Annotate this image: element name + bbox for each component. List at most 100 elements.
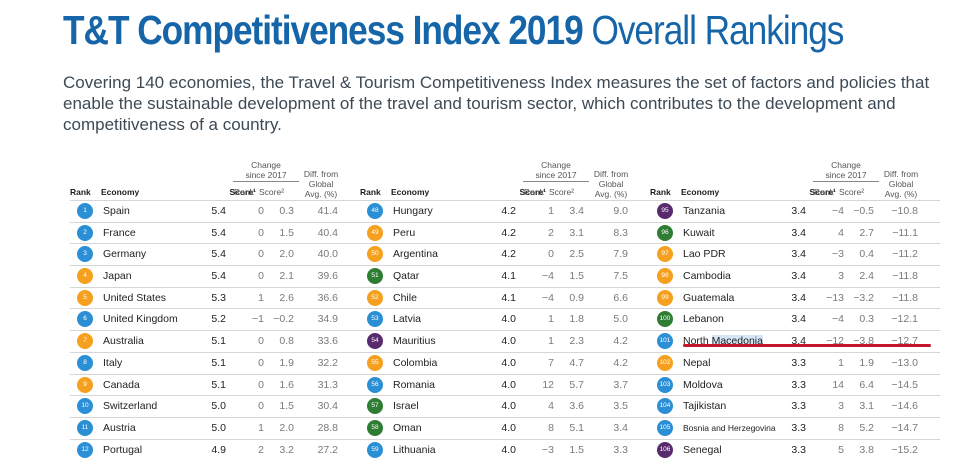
diff-value: 40.0 [317,248,338,261]
header-change: Change since 2017 [233,160,299,182]
title-light: Overall Rankings [591,7,844,53]
header-change-rank: Rank [814,187,834,197]
economy-name: Austria [103,421,136,434]
change-rank-value: −4 [542,291,554,304]
change-rank-value: 3 [838,270,844,283]
header-change-line1: Change [541,160,571,170]
rank-badge: 51 [367,268,383,285]
change-score-value: 1.9 [859,356,874,369]
change-rank-value: 1 [548,313,554,326]
diff-value: 32.2 [317,356,338,369]
economy-name: Moldova [683,378,723,391]
economy-name: Mauritius [393,335,436,348]
diff-value: 34.9 [317,313,338,326]
rank-badge: 102 [657,354,673,371]
economy-name: Lebanon [683,313,724,326]
change-score-value: 3.8 [859,443,874,456]
header-diff-line1: Diff. from [593,169,629,179]
header-diff-line1: Diff. from [303,169,339,179]
rank-badge: 106 [657,441,673,458]
score-value: 4.0 [501,378,516,391]
rank-badge: 1 [77,203,93,219]
table-row: 101 North Macedonia 3.4 −12 −3.8 −12.7 [650,330,940,352]
change-score-value: 3.2 [279,443,294,456]
change-score-value: 3.1 [569,226,584,239]
rank-badge: 99 [657,289,673,306]
header-change-line2: since 2017 [245,170,287,180]
table-row: 96 Kuwait 3.4 4 2.7 −11.1 [650,221,940,244]
header-diff: Diff. from Global Avg. (%) [298,169,344,199]
score-value: 5.4 [211,270,226,283]
header-diff-line3: Avg. (%) [884,189,918,199]
table-row: 8 Italy 5.1 0 1.9 32.2 [70,351,360,374]
score-value: 3.4 [791,313,806,326]
score-value: 4.2 [501,248,516,261]
change-score-value: 1.5 [279,400,294,413]
header-diff-line3: Avg. (%) [304,189,338,199]
score-value: 4.2 [501,205,516,217]
header-diff: Diff. from Global Avg. (%) [878,169,924,199]
change-score-value: 2.7 [859,226,874,239]
table-row: 97 Lao PDR 3.4 −3 0.4 −11.2 [650,243,940,265]
table-row: 49 Peru 4.2 2 3.1 8.3 [360,221,650,244]
table-row: 10 Switzerland 5.0 0 1.5 30.4 [70,395,360,417]
diff-value: 3.3 [613,443,628,456]
rank-badge: 59 [367,441,383,458]
change-rank-value: 2 [548,226,554,239]
score-value: 5.3 [211,291,226,304]
table-header: Rank Economy Score¹ Change since 2017 Rank Sco… [650,160,940,200]
table-row: 99 Guatemala 3.4 −13 −3.2 −11.8 [650,286,940,309]
score-value: 5.2 [211,313,226,326]
score-value: 4.9 [211,443,226,456]
annotation-underline [683,344,931,347]
change-rank-value: 0 [258,270,264,283]
economy-name: Guatemala [683,291,735,304]
score-value: 5.1 [211,335,226,348]
change-score-value: 2.0 [279,421,294,434]
change-rank-value: 0 [258,335,264,348]
score-value: 3.3 [791,378,806,391]
header-economy: Economy [101,187,140,197]
table-row: 51 Qatar 4.1 −4 1.5 7.5 [360,265,650,287]
title-bold: T&T Competitiveness Index 2019 [63,7,584,53]
diff-value: 7.5 [613,270,628,283]
rank-badge: 57 [367,398,383,415]
diff-value: 3.7 [613,378,628,391]
table-row: 104 Tajikistan 3.3 3 3.1 −14.6 [650,395,940,417]
economy-name: United Kingdom [103,313,178,326]
economy-name: Senegal [683,443,722,456]
header-economy: Economy [681,187,720,197]
rank-badge: 53 [367,311,383,328]
header-change-score: Score² [549,187,575,197]
change-rank-value: 0 [258,226,264,239]
header-change: Change since 2017 [813,160,879,182]
table-row: 50 Argentina 4.2 0 2.5 7.9 [360,243,650,265]
rank-badge: 96 [657,224,673,241]
economy-name: Oman [393,421,422,434]
diff-value: −14.7 [891,421,918,434]
diff-value: −13.0 [891,356,918,369]
diff-value: −15.2 [891,443,918,456]
change-rank-value: −4 [542,270,554,283]
change-rank-value: 4 [838,226,844,239]
economy-name: Lithuania [393,443,436,456]
economy-name: Colombia [393,356,438,369]
change-score-value: 6.4 [859,378,874,391]
diff-value: 41.4 [317,205,338,217]
economy-name: France [103,226,136,239]
rank-badge: 103 [657,376,673,393]
table-row: 106 Senegal 3.3 5 3.8 −15.2 [650,438,940,460]
rank-badge: 12 [77,441,93,458]
economy-name: Qatar [393,270,420,283]
change-score-value: 0.3 [279,205,294,217]
table-row: 48 Hungary 4.2 1 3.4 9.0 [360,200,650,222]
table-row: 54 Mauritius 4.0 1 2.3 4.2 [360,330,650,352]
economy-name: Canada [103,378,140,391]
change-rank-value: 3 [838,400,844,413]
table-row: 2 France 5.4 0 1.5 40.4 [70,221,360,244]
rank-badge: 56 [367,376,383,393]
economy-name: Italy [103,356,123,369]
change-score-value: 2.0 [279,248,294,261]
economy-name: Kuwait [683,226,715,239]
change-rank-value: 1 [548,335,554,348]
